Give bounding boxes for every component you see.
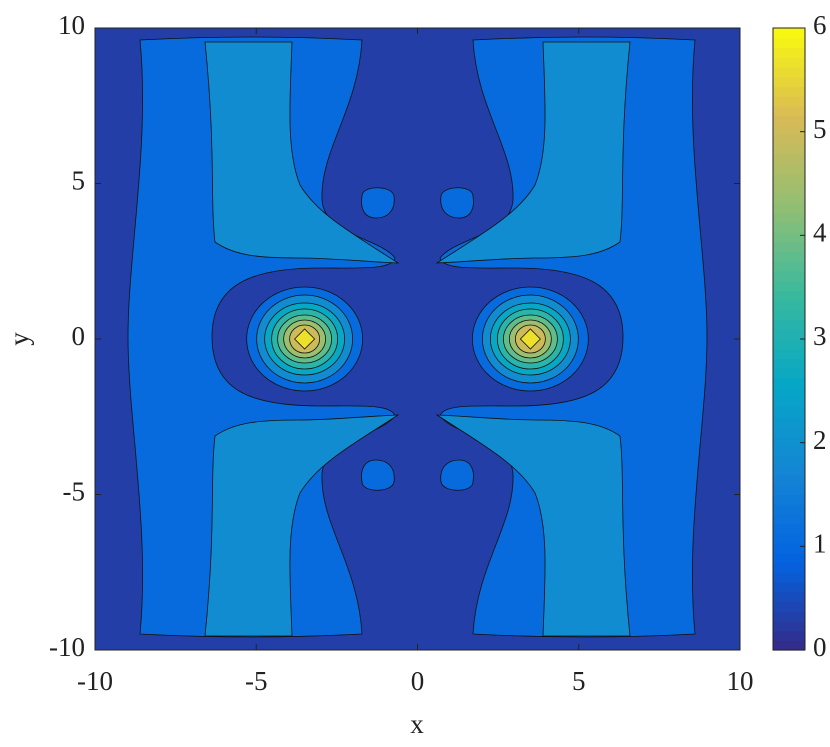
contour-region (435, 414, 631, 637)
colorbar-swatch (773, 620, 805, 632)
colorbar-swatch (773, 630, 805, 641)
contour-region (361, 187, 395, 219)
colorbar-swatch (773, 261, 805, 272)
x-tick-label: -5 (245, 666, 268, 696)
colorbar-swatch (773, 280, 805, 292)
y-tick-label: 5 (72, 166, 86, 196)
colorbar-swatch (773, 144, 805, 155)
colorbar-swatch (773, 387, 805, 398)
colorbar-swatch (773, 222, 805, 233)
y-tick-label: -5 (63, 477, 86, 507)
colorbar-swatch (773, 407, 805, 418)
colorbar-swatch (773, 348, 805, 360)
colorbar-swatch (773, 115, 805, 126)
colorbar-swatch (773, 154, 805, 165)
y-tick-label: 0 (72, 321, 86, 351)
colorbar-tick-label: 4 (813, 218, 827, 248)
y-tick-label: 10 (58, 10, 85, 40)
colorbar-swatch (773, 134, 805, 146)
colorbar-swatch (773, 173, 805, 185)
contour-region (440, 187, 474, 219)
contour-region (294, 328, 316, 350)
colorbar-swatch (773, 513, 805, 525)
colorbar-swatch (773, 96, 805, 107)
colorbar-swatch (773, 183, 805, 194)
y-tick-label: -10 (49, 632, 85, 662)
colorbar-swatch (773, 232, 805, 243)
colorbar-swatch (773, 591, 805, 603)
contour-region (361, 459, 395, 491)
colorbar-swatch (773, 57, 805, 68)
plot-area (95, 28, 740, 650)
colorbar-swatch (773, 212, 805, 223)
colorbar-swatch (773, 319, 805, 330)
colorbar-swatch (773, 47, 805, 58)
colorbar-swatch (773, 251, 805, 262)
colorbar-swatch (773, 581, 805, 593)
colorbar-swatch (773, 202, 805, 214)
contour-region (440, 459, 474, 491)
colorbar-swatch (773, 290, 805, 301)
contour-region (204, 414, 400, 637)
x-tick-label: 5 (572, 666, 586, 696)
colorbar-swatch (773, 28, 805, 39)
contour-region (127, 36, 396, 638)
colorbar-swatch (773, 552, 805, 564)
colorbar-swatch (773, 465, 805, 476)
colorbar-swatch (773, 494, 805, 505)
x-axis-label: x (410, 709, 424, 739)
colorbar-swatch (773, 416, 805, 428)
colorbar-swatch (773, 37, 805, 49)
colorbar-swatch (773, 455, 805, 466)
colorbar-tick-label: 0 (813, 632, 827, 662)
colorbar-swatch (773, 105, 805, 117)
colorbar-swatch (773, 358, 805, 369)
colorbar-swatch (773, 193, 805, 204)
colorbar-swatch (773, 86, 805, 97)
colorbar-tick-label: 2 (813, 425, 827, 455)
colorbar-swatch (773, 426, 805, 437)
colorbar-swatch (773, 309, 805, 321)
colorbar-swatch (773, 543, 805, 554)
colorbar-tick-label: 5 (813, 114, 827, 144)
colorbar-swatch (773, 76, 805, 87)
colorbar-swatch (773, 339, 805, 350)
colorbar-swatch (773, 436, 805, 447)
contour-region (204, 41, 400, 264)
colorbar-swatch (773, 241, 805, 253)
colorbar-tick-label: 6 (813, 10, 827, 40)
colorbar-swatch (773, 300, 805, 311)
colorbar-swatch (773, 640, 805, 651)
colorbar-swatch (773, 562, 805, 573)
colorbar-swatch (773, 475, 805, 486)
colorbar-swatch (773, 572, 805, 583)
colorbar-swatch (773, 397, 805, 408)
colorbar-tick-label: 3 (813, 321, 827, 351)
colorbar-swatch (773, 504, 805, 515)
colorbar-swatch (773, 377, 805, 389)
x-tick-label: -10 (77, 666, 113, 696)
colorbar-swatch (773, 523, 805, 534)
contour-region (519, 328, 541, 350)
colorbar-swatch (773, 484, 805, 496)
colorbar-swatch (773, 66, 805, 78)
x-tick-label: 10 (727, 666, 754, 696)
colorbar-swatch (773, 270, 805, 282)
x-tick-label: 0 (411, 666, 425, 696)
colorbar-swatch (773, 533, 805, 544)
colorbar-tick-label: 1 (813, 529, 827, 559)
colorbar-swatch (773, 164, 805, 175)
colorbar-swatch (773, 125, 805, 136)
colorbar-swatch (773, 601, 805, 612)
colorbar-swatch (773, 368, 805, 379)
contour-field (95, 28, 740, 650)
colorbar-swatch (773, 329, 805, 340)
contour-region (439, 36, 708, 638)
colorbar-swatch (773, 611, 805, 622)
colorbar-swatch (773, 445, 805, 457)
y-axis-label: y (4, 332, 34, 346)
contour-region (435, 41, 631, 264)
